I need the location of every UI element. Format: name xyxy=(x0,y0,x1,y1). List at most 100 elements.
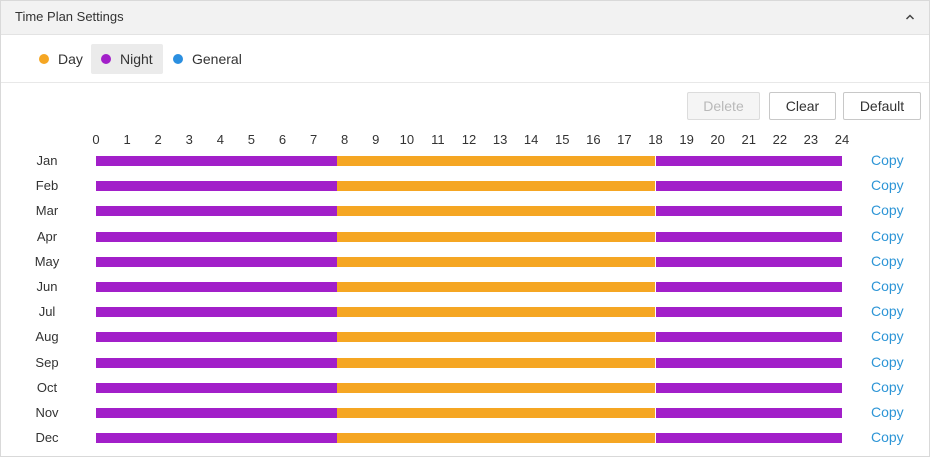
month-label: Mar xyxy=(35,203,59,219)
time-bar-mar[interactable] xyxy=(96,206,842,217)
default-button[interactable]: Default xyxy=(843,92,921,120)
night-segment[interactable] xyxy=(655,332,842,343)
day-segment[interactable] xyxy=(336,231,656,242)
month-label: Oct xyxy=(36,379,58,395)
copy-link[interactable]: Copy xyxy=(871,252,904,269)
day-segment[interactable] xyxy=(336,433,656,444)
night-segment[interactable] xyxy=(96,307,337,318)
month-label: Apr xyxy=(36,228,58,244)
panel-header[interactable]: Time Plan Settings xyxy=(1,1,929,35)
night-segment[interactable] xyxy=(655,433,842,444)
time-bar-jun[interactable] xyxy=(96,282,842,292)
clear-button[interactable]: Clear xyxy=(769,92,836,120)
day-segment[interactable] xyxy=(336,307,656,318)
chevron-up-icon[interactable] xyxy=(903,10,917,24)
day-segment[interactable] xyxy=(336,156,656,166)
hour-label: 22 xyxy=(772,132,788,147)
time-bar-jan[interactable] xyxy=(96,156,842,166)
night-segment[interactable] xyxy=(96,256,337,267)
night-segment[interactable] xyxy=(96,357,337,368)
hour-label: 8 xyxy=(341,132,349,147)
night-segment[interactable] xyxy=(96,206,337,217)
copy-link[interactable]: Copy xyxy=(871,303,904,320)
month-label: Nov xyxy=(35,405,59,420)
copy-link[interactable]: Copy xyxy=(871,278,904,294)
time-bar-jul[interactable] xyxy=(96,307,842,318)
night-segment[interactable] xyxy=(655,231,842,242)
legend-item-day[interactable]: Day xyxy=(29,44,93,74)
night-segment[interactable] xyxy=(96,156,337,166)
day-segment[interactable] xyxy=(336,332,656,343)
time-bar-feb[interactable] xyxy=(96,181,842,192)
copy-link[interactable]: Copy xyxy=(871,177,904,194)
night-segment[interactable] xyxy=(655,307,842,318)
night-segment[interactable] xyxy=(96,433,337,444)
copy-link[interactable]: Copy xyxy=(871,429,904,446)
night-segment[interactable] xyxy=(96,231,337,242)
hour-label: 17 xyxy=(617,132,632,147)
copy-link[interactable]: Copy xyxy=(871,328,904,345)
hour-label: 14 xyxy=(523,132,539,147)
night-segment[interactable] xyxy=(655,181,842,192)
month-label: Jun xyxy=(36,279,58,294)
day-segment[interactable] xyxy=(336,282,656,292)
hour-label: 20 xyxy=(710,132,725,147)
legend-label-general: General xyxy=(192,51,242,67)
day-segment[interactable] xyxy=(336,408,656,418)
time-bar-aug[interactable] xyxy=(96,332,842,343)
month-label: Feb xyxy=(35,178,59,194)
hour-label: 21 xyxy=(741,132,756,147)
time-bar-nov[interactable] xyxy=(96,408,842,418)
hour-label: 0 xyxy=(92,132,100,147)
hour-label: 24 xyxy=(834,132,850,147)
hour-label: 9 xyxy=(372,132,380,147)
month-label: May xyxy=(34,253,60,269)
panel-title: Time Plan Settings xyxy=(15,9,124,24)
time-bar-sep[interactable] xyxy=(96,357,842,368)
day-segment[interactable] xyxy=(336,357,656,368)
month-label: Jan xyxy=(36,153,58,168)
day-color-dot-icon xyxy=(39,54,49,64)
hour-label: 2 xyxy=(154,132,162,147)
hour-label: 6 xyxy=(278,132,287,147)
hour-label: 19 xyxy=(679,132,694,147)
night-color-dot-icon xyxy=(101,54,111,64)
legend-item-night[interactable]: Night xyxy=(91,44,163,74)
night-segment[interactable] xyxy=(655,357,842,368)
copy-link[interactable]: Copy xyxy=(871,202,904,219)
day-segment[interactable] xyxy=(336,382,656,393)
night-segment[interactable] xyxy=(96,382,337,393)
month-label: Jul xyxy=(38,304,56,320)
month-label: Aug xyxy=(35,329,59,345)
time-bar-dec[interactable] xyxy=(96,433,842,444)
general-color-dot-icon xyxy=(173,54,183,64)
copy-link[interactable]: Copy xyxy=(871,404,904,420)
legend-item-general[interactable]: General xyxy=(163,44,252,74)
delete-button[interactable]: Delete xyxy=(687,92,760,120)
night-segment[interactable] xyxy=(655,282,842,292)
night-segment[interactable] xyxy=(655,256,842,267)
month-label: Sep xyxy=(35,354,59,370)
month-label: Dec xyxy=(35,430,59,446)
night-segment[interactable] xyxy=(96,181,337,192)
night-segment[interactable] xyxy=(655,206,842,217)
copy-link[interactable]: Copy xyxy=(871,353,904,370)
night-segment[interactable] xyxy=(96,408,337,418)
time-bar-oct[interactable] xyxy=(96,382,842,393)
legend-label-night: Night xyxy=(120,51,153,67)
hour-label: 12 xyxy=(461,132,477,147)
day-segment[interactable] xyxy=(336,181,656,192)
copy-link[interactable]: Copy xyxy=(871,227,904,244)
night-segment[interactable] xyxy=(96,282,337,292)
day-segment[interactable] xyxy=(336,256,656,267)
time-bar-apr[interactable] xyxy=(96,231,842,242)
hour-label: 7 xyxy=(309,132,318,147)
day-segment[interactable] xyxy=(336,206,656,217)
night-segment[interactable] xyxy=(655,408,842,418)
copy-link[interactable]: Copy xyxy=(871,152,904,168)
night-segment[interactable] xyxy=(96,332,337,343)
copy-link[interactable]: Copy xyxy=(871,378,904,395)
time-bar-may[interactable] xyxy=(96,256,842,267)
night-segment[interactable] xyxy=(655,382,842,393)
night-segment[interactable] xyxy=(655,156,842,166)
